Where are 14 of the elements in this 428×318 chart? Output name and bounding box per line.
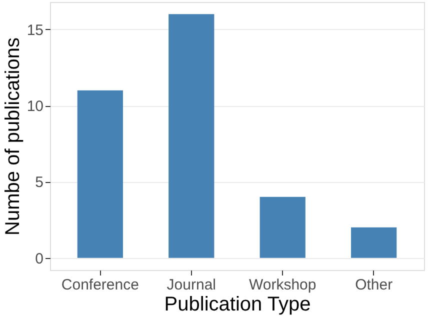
x-tick-label: Other [355,276,393,294]
y-tick-label: 15 [26,22,44,39]
y-tick-label: 5 [35,174,44,192]
bar [260,196,306,258]
y-axis-title: Numbe of publications [2,38,24,236]
y-tick-label: 0 [35,250,44,268]
bar [77,90,123,258]
bar [351,227,397,258]
y-tick-label: 10 [26,98,44,116]
x-tick-label: Conference [61,276,139,294]
x-tick-label: Workshop [248,276,316,294]
x-tick-label: Journal [166,276,216,294]
x-axis-title: Publication Type [164,294,311,316]
bar [168,14,214,258]
